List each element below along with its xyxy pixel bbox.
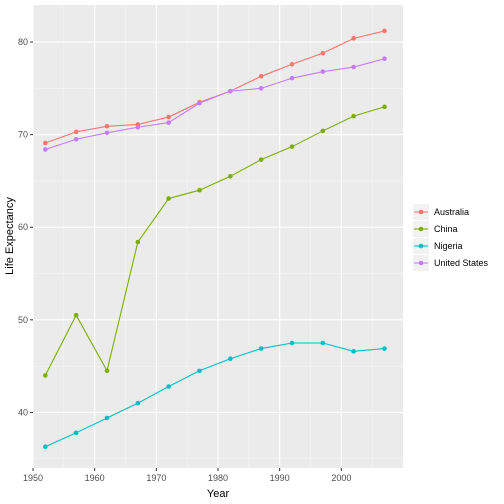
legend-key-point [418,209,424,215]
data-point [135,124,141,130]
x-tick-label: 1990 [270,473,290,483]
x-axis-title: Year [207,488,230,500]
data-point [135,400,141,406]
series-line-united-states [45,58,385,150]
x-tick-label: 1980 [208,473,228,483]
data-point [104,124,110,129]
data-point [43,147,48,152]
data-point [228,356,233,362]
series-layer [43,28,387,450]
data-point [73,430,79,436]
data-point [320,340,326,346]
x-tick-label: 1970 [146,473,166,483]
y-tick-label: 80 [18,37,28,47]
data-point [382,28,387,34]
data-point [289,61,295,67]
y-axis-title: Life Expectancy [4,197,16,275]
data-point [197,187,202,193]
x-tick-label: 1960 [85,473,105,483]
data-point [228,174,233,179]
data-point [289,340,295,346]
data-point [258,74,264,79]
data-point [382,104,387,110]
data-point [320,69,326,74]
data-point [43,140,48,146]
legend-key-point [418,243,424,249]
data-point [166,196,171,201]
legend-label: Nigeria [434,241,463,251]
legend-key-point [418,260,424,266]
y-axis: 40 50 60 70 80 [18,37,33,417]
y-tick-label: 40 [18,407,28,417]
data-point [258,157,264,162]
data-point [43,444,48,450]
legend-label: United States [434,258,489,268]
legend-label: Australia [434,207,469,217]
y-tick-label: 70 [18,130,28,140]
legend-key-point [418,226,424,232]
data-point [258,346,264,351]
data-point [258,86,264,91]
data-point [197,100,202,106]
data-point [43,373,48,378]
data-point [104,130,110,136]
series-line-china [44,106,385,376]
data-point [351,64,356,70]
data-point [320,50,326,56]
data-point [351,36,356,41]
legend: Australia China Nigeria United States [413,204,489,271]
data-point [351,349,356,354]
data-point [320,128,326,134]
legend-label: China [434,224,458,234]
x-tick-label: 2000 [331,473,351,483]
x-axis: 1950 1960 1970 1980 1990 2000 [23,468,351,483]
data-point [104,415,110,421]
y-tick-label: 60 [18,222,28,232]
data-point [166,120,171,125]
data-point [73,136,79,142]
data-point [228,88,233,94]
data-point [289,75,295,81]
data-point [197,368,202,374]
data-point [104,368,110,374]
data-point [73,312,79,318]
data-point [289,144,295,149]
data-point [382,346,387,351]
data-point [73,129,79,135]
data-point [382,56,387,62]
data-point [166,384,171,389]
data-point [135,239,141,245]
y-tick-label: 50 [18,315,28,325]
data-point [351,113,356,119]
series-line-nigeria [45,342,385,448]
x-tick-label: 1950 [23,473,43,483]
data-point [166,114,171,120]
